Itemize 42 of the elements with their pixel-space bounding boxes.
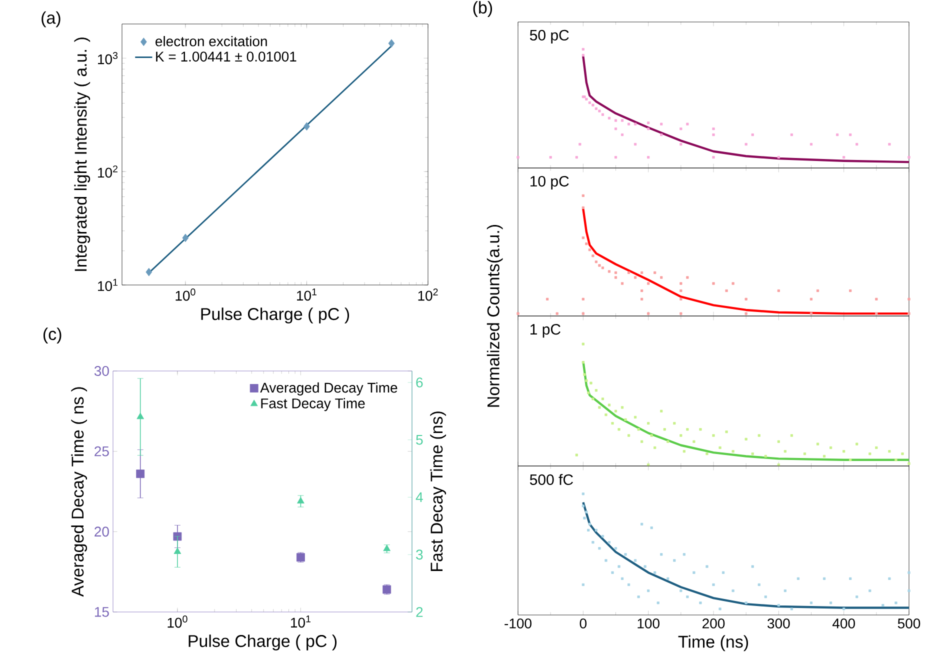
chart-title: (c) bbox=[43, 328, 62, 344]
x-tick-label: 10$^{1}$ bbox=[297, 288, 316, 301]
text: 50 pC bbox=[530, 30, 569, 44]
x-tick-label: 100 bbox=[638, 618, 660, 628]
chart-title: (a) bbox=[42, 11, 60, 28]
text: 500 fC bbox=[530, 474, 573, 485]
x-axis-title: Time (ns) bbox=[678, 635, 748, 652]
text: 10 pC bbox=[530, 176, 569, 190]
y2-tick-label: 2 bbox=[416, 607, 423, 617]
x-tick-label: 300 bbox=[768, 618, 790, 628]
x-tick-label: -100 bbox=[504, 618, 532, 628]
x-tick-label: 10$^{2}$ bbox=[418, 288, 438, 301]
x-tick-label: 10$^{1}$ bbox=[291, 616, 310, 628]
y-axis-title: Integrated light Intensity ( a.u. ) bbox=[74, 38, 90, 271]
x-tick-label: 200 bbox=[702, 618, 725, 628]
y-tick-label: 10$^{3}$ bbox=[98, 52, 118, 64]
y-axis-title: Averaged Decay Time ( ns ) bbox=[71, 387, 88, 597]
chart-title: (b) bbox=[473, 1, 492, 17]
y2-tick-label: 4 bbox=[416, 492, 423, 502]
text: 1 pC bbox=[530, 324, 560, 338]
y-axis-title: Normalized Counts(a.u.) bbox=[486, 224, 503, 407]
y-tick-label: 25 bbox=[94, 446, 109, 456]
y-tick-label: 20 bbox=[94, 526, 109, 537]
legend-label: Fast Decay Time bbox=[261, 398, 365, 412]
x-axis-title: Pulse Charge ( pC ) bbox=[201, 308, 350, 324]
y2-axis-title: Fast Decay Time (ns) bbox=[430, 412, 446, 572]
y-tick-label: 10$^{1}$ bbox=[98, 278, 118, 292]
x-tick-label: 0 bbox=[580, 618, 587, 628]
y-tick-label: 10$^{2}$ bbox=[98, 165, 118, 178]
x-tick-label: 400 bbox=[832, 618, 855, 628]
x-tick-label: 500 bbox=[898, 618, 920, 628]
y2-tick-label: 5 bbox=[416, 434, 423, 445]
legend-label: Averaged Decay Time bbox=[260, 382, 398, 396]
y2-tick-label: 3 bbox=[416, 550, 423, 560]
y-tick-label: 30 bbox=[94, 366, 109, 376]
x-tick-label: 10$^{0}$ bbox=[176, 288, 196, 301]
legend-label: K = 1.00441 ± 0.01001 bbox=[156, 52, 296, 62]
y-tick-label: 15 bbox=[94, 607, 109, 617]
x-tick-label: 10$^{0}$ bbox=[168, 616, 188, 628]
y2-tick-label: 6 bbox=[416, 377, 423, 388]
legend-label: electron excitation bbox=[156, 36, 267, 46]
x-axis-title: Pulse Charge ( pC ) bbox=[188, 634, 337, 650]
